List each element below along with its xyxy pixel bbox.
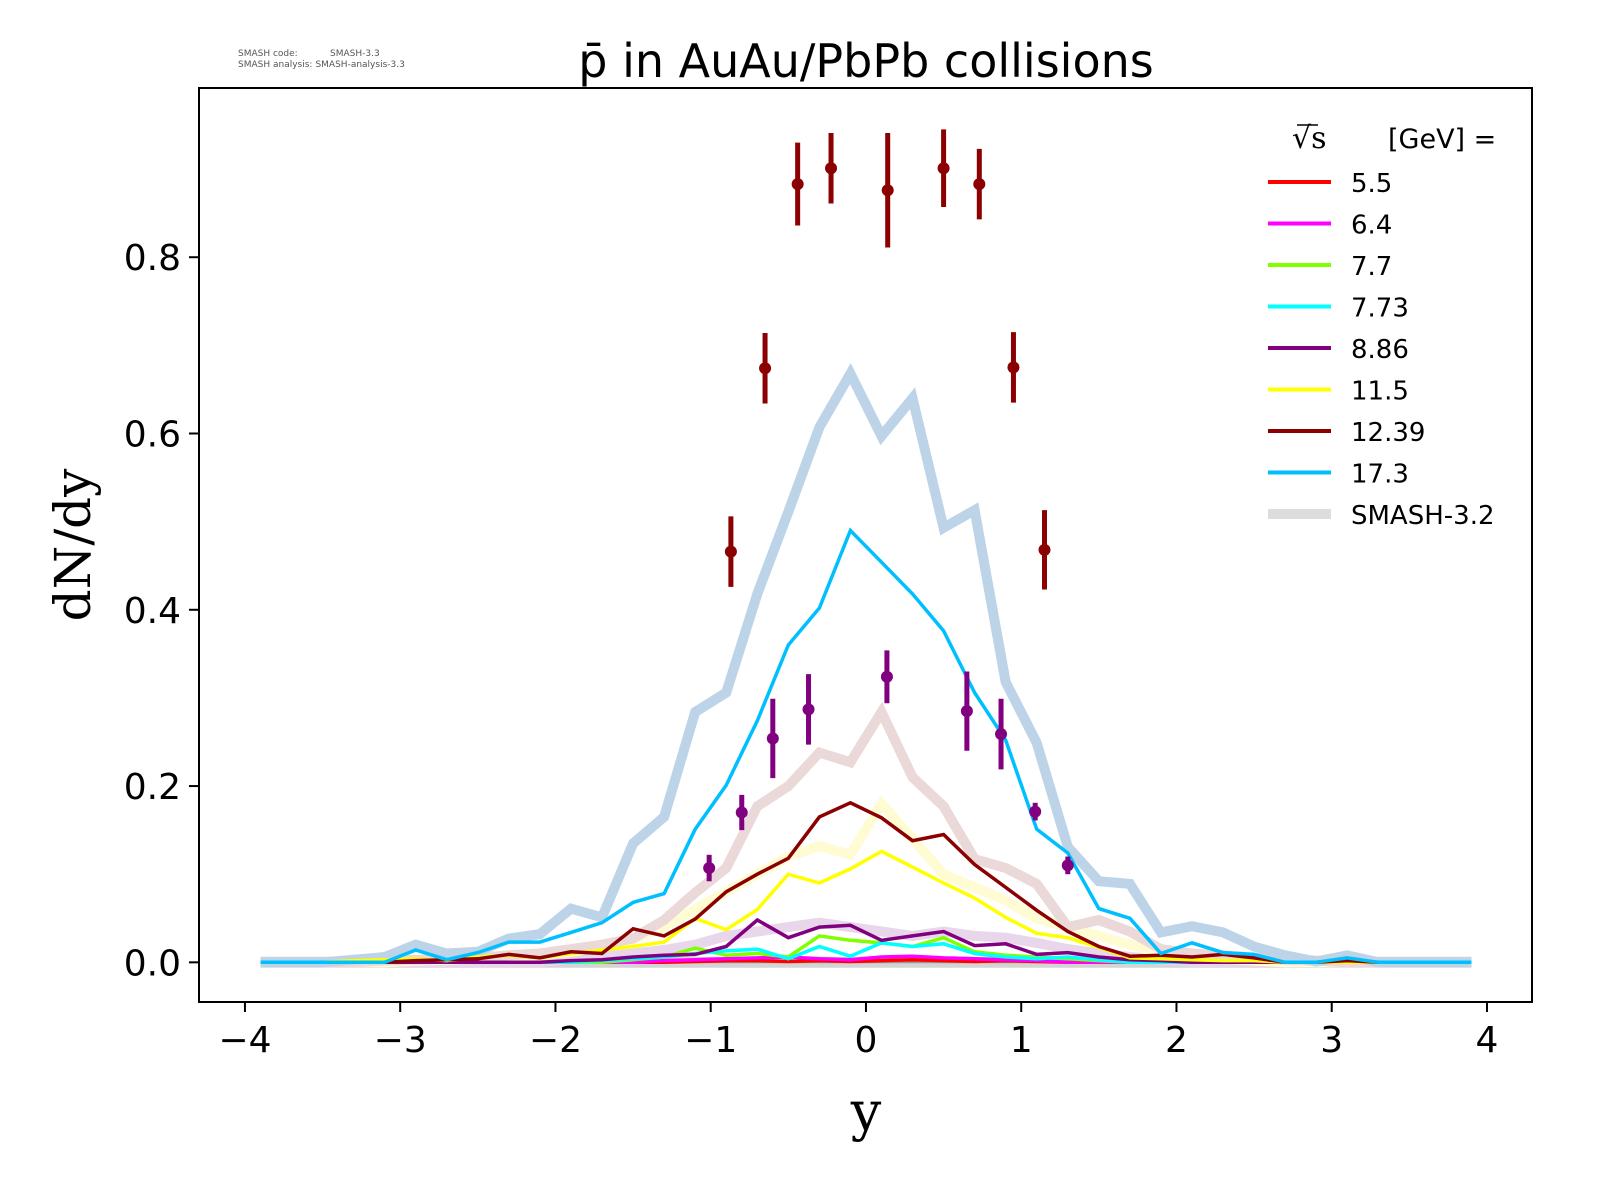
legend-label: 5.5	[1351, 169, 1392, 199]
code-value: SMASH-3.3	[330, 49, 380, 59]
legend: √s [GeV] = 5.5 6.4 7.7 7.73 8.86 11.5 12.39 17.…	[1268, 121, 1496, 531]
data-point	[1061, 859, 1074, 872]
x-tick-label: 1	[1010, 1020, 1033, 1061]
chart-title: p̄ in AuAu/PbPb collisions	[578, 34, 1153, 88]
data-point	[791, 178, 804, 191]
legend-label: 12.39	[1351, 418, 1425, 448]
x-tick-label: −4	[218, 1020, 271, 1061]
y-tick-label: 0.6	[124, 415, 181, 456]
x-tick-label: −2	[529, 1020, 582, 1061]
data-point	[703, 862, 716, 875]
analysis-value: SMASH-analysis-3.3	[315, 60, 405, 70]
data-point	[1007, 361, 1020, 374]
legend-label: 8.86	[1351, 335, 1409, 365]
y-axis-label: dN/dy	[44, 468, 102, 622]
legend-label: 7.73	[1351, 294, 1409, 324]
legend-label: 11.5	[1351, 377, 1409, 407]
x-tick-label: −1	[684, 1020, 737, 1061]
x-tick-label: 4	[1476, 1020, 1499, 1061]
data-point	[995, 728, 1008, 741]
data-point	[881, 184, 894, 197]
data-point	[724, 545, 737, 558]
legend-label: 7.7	[1351, 252, 1392, 282]
data-point	[735, 806, 748, 819]
y-tick-label: 0.2	[124, 767, 181, 808]
data-point	[1029, 805, 1042, 818]
x-tick-label: −3	[374, 1020, 427, 1061]
legend-label: SMASH-3.2	[1351, 501, 1495, 531]
reference-line-17-3-smash-3-2	[260, 363, 1472, 968]
y-tick-label: 0.8	[124, 238, 181, 279]
smash-version-info: SMASH code: SMASH-3.3 SMASH analysis: SMAS…	[238, 49, 405, 71]
data-point	[759, 362, 772, 375]
reference-line-11-5-smash-3-2	[260, 795, 1472, 968]
analysis-label: SMASH analysis:	[238, 60, 313, 70]
data-point	[973, 178, 986, 191]
data-point	[880, 670, 893, 683]
data-point	[1038, 543, 1051, 556]
data-point	[802, 703, 815, 716]
data-point	[766, 732, 779, 745]
x-tick-label: 2	[1165, 1020, 1188, 1061]
code-label: SMASH code:	[238, 49, 298, 59]
x-tick-label: 0	[855, 1020, 878, 1061]
x-axis-label: y	[850, 1080, 882, 1143]
legend-title: [GeV] =	[1388, 124, 1496, 155]
data-point	[937, 162, 950, 175]
y-tick-label: 0.4	[124, 591, 181, 632]
x-tick-label: 3	[1320, 1020, 1343, 1061]
legend-label: 17.3	[1351, 460, 1409, 490]
series-line-17-3	[260, 527, 1472, 965]
data-point	[825, 162, 838, 175]
series-line-11-5	[260, 849, 1472, 965]
y-tick-label: 0.0	[124, 943, 181, 984]
legend-title-root: √s	[1292, 121, 1327, 156]
data-point	[960, 705, 973, 718]
legend-label: 6.4	[1351, 211, 1392, 241]
